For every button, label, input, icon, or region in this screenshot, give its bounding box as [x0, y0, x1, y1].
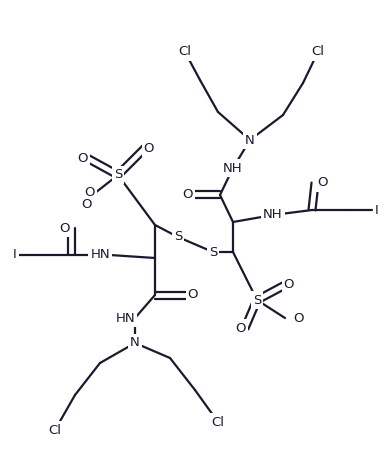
Text: O: O: [236, 321, 246, 334]
Text: N: N: [245, 133, 255, 146]
Text: N: N: [130, 337, 140, 350]
Text: O: O: [144, 141, 154, 154]
Text: S: S: [114, 168, 122, 181]
Text: S: S: [209, 246, 217, 259]
Text: NH: NH: [223, 161, 243, 174]
Text: I: I: [13, 248, 17, 261]
Text: S: S: [174, 231, 182, 244]
Text: Cl: Cl: [212, 416, 224, 429]
Text: Cl: Cl: [312, 46, 324, 59]
Text: O: O: [59, 221, 69, 234]
Text: I: I: [375, 204, 379, 217]
Text: O: O: [188, 288, 198, 301]
Text: O: O: [183, 188, 193, 201]
Text: Cl: Cl: [179, 46, 191, 59]
Text: S: S: [253, 293, 261, 306]
Text: O: O: [318, 177, 328, 190]
Text: HN: HN: [116, 312, 135, 325]
Text: Cl: Cl: [49, 424, 61, 437]
Text: O: O: [84, 186, 95, 199]
Text: O: O: [284, 279, 294, 292]
Text: HN: HN: [90, 248, 110, 261]
Text: NH: NH: [263, 208, 283, 221]
Text: O: O: [82, 199, 92, 212]
Text: O: O: [293, 312, 303, 325]
Text: O: O: [78, 152, 88, 165]
